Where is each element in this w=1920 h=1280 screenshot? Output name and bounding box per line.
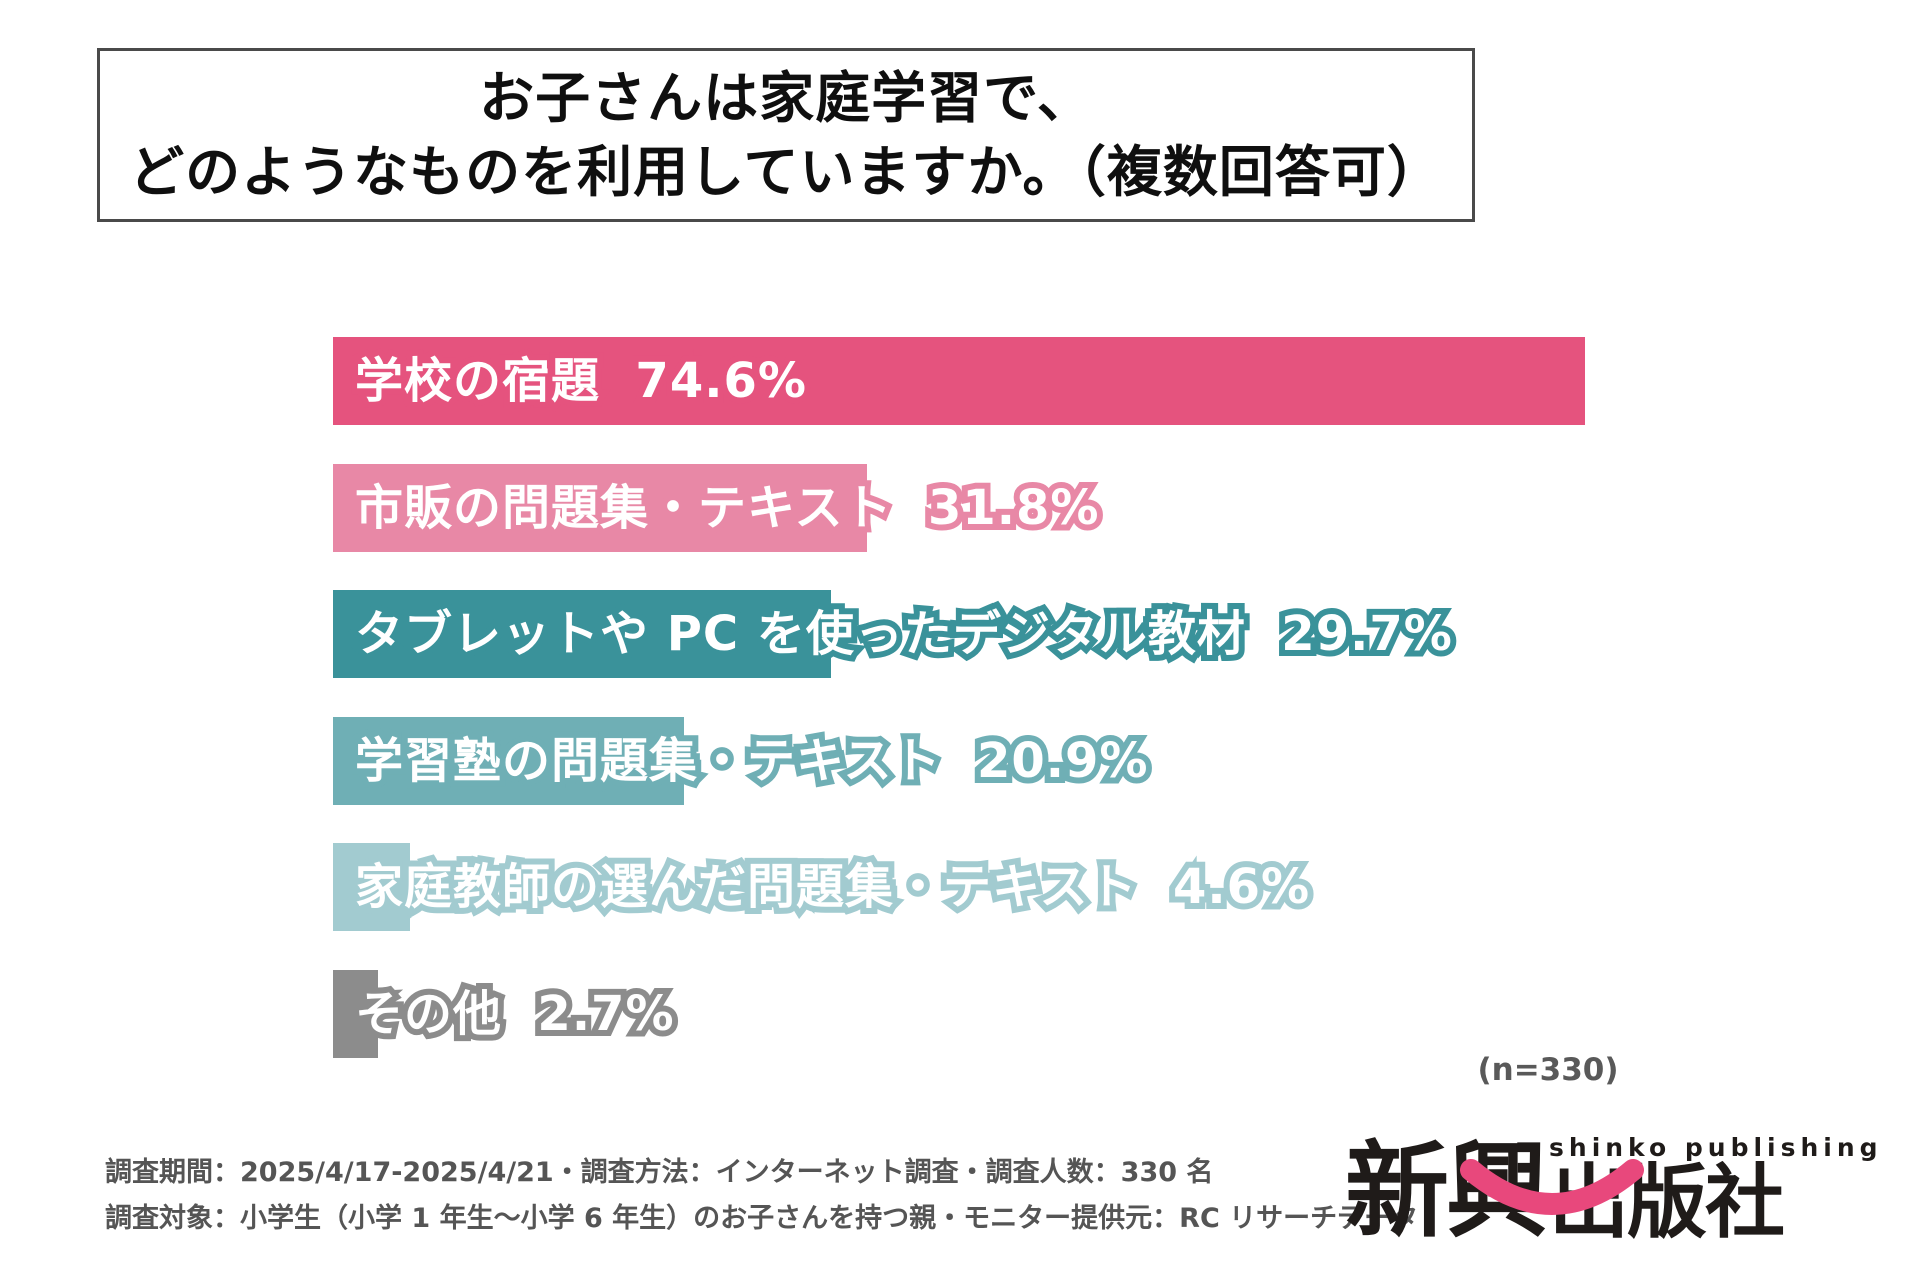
bar-row: その他 2.7% [333,970,1833,1058]
bar-row: タブレットや PC を使ったデジタル教材 29.7% [333,590,1833,678]
bar-label: 学校の宿題 74.6% [355,357,807,405]
bar-label: 市販の問題集・テキスト 31.8% [355,484,1100,532]
title-line-2: どのようなものを利用していますか。（複数回答可） [129,140,1443,204]
bar-row: 学校の宿題 74.6% [333,337,1833,425]
survey-notes: 調査期間：2025/4/17-2025/4/21・調査方法：インターネット調査・… [105,1150,1418,1242]
bar-label: タブレットや PC を使ったデジタル教材 29.7% [355,610,1453,658]
bar-row: 学習塾の問題集・テキスト 20.9% [333,717,1833,805]
smile-icon [1460,1159,1644,1215]
bar-label: 学習塾の問題集・テキスト 20.9% [355,737,1149,785]
bar-row: 家庭教師の選んだ問題集・テキスト 4.6% [333,843,1833,931]
bar-chart: 学校の宿題 74.6% 市販の問題集・テキスト 31.8% タブレットや PC を使… [333,337,1833,1137]
logo-romaji: shinko publishing [1549,1133,1883,1163]
survey-note-line-2: 調査対象：小学生（小学 1 年生～小学 6 年生）のお子さんを持つ親・モニター提… [105,1203,1419,1234]
publisher-logo: 新興 shinko publishing 出版社 [1345,1100,1878,1243]
title-box: お子さんは家庭学習で、 どのようなものを利用していますか。（複数回答可） [97,48,1475,222]
bar-label: その他 2.7% [355,990,675,1038]
bar-row: 市販の問題集・テキスト 31.8% [333,464,1833,552]
survey-note-line-1: 調査期間：2025/4/17-2025/4/21・調査方法：インターネット調査・… [105,1157,1214,1188]
sample-size-note: (n=330) [1477,1052,1619,1088]
title-line-1: お子さんは家庭学習で、 [479,66,1093,130]
bar-label: 家庭教師の選んだ問題集・テキスト 4.6% [355,863,1310,911]
